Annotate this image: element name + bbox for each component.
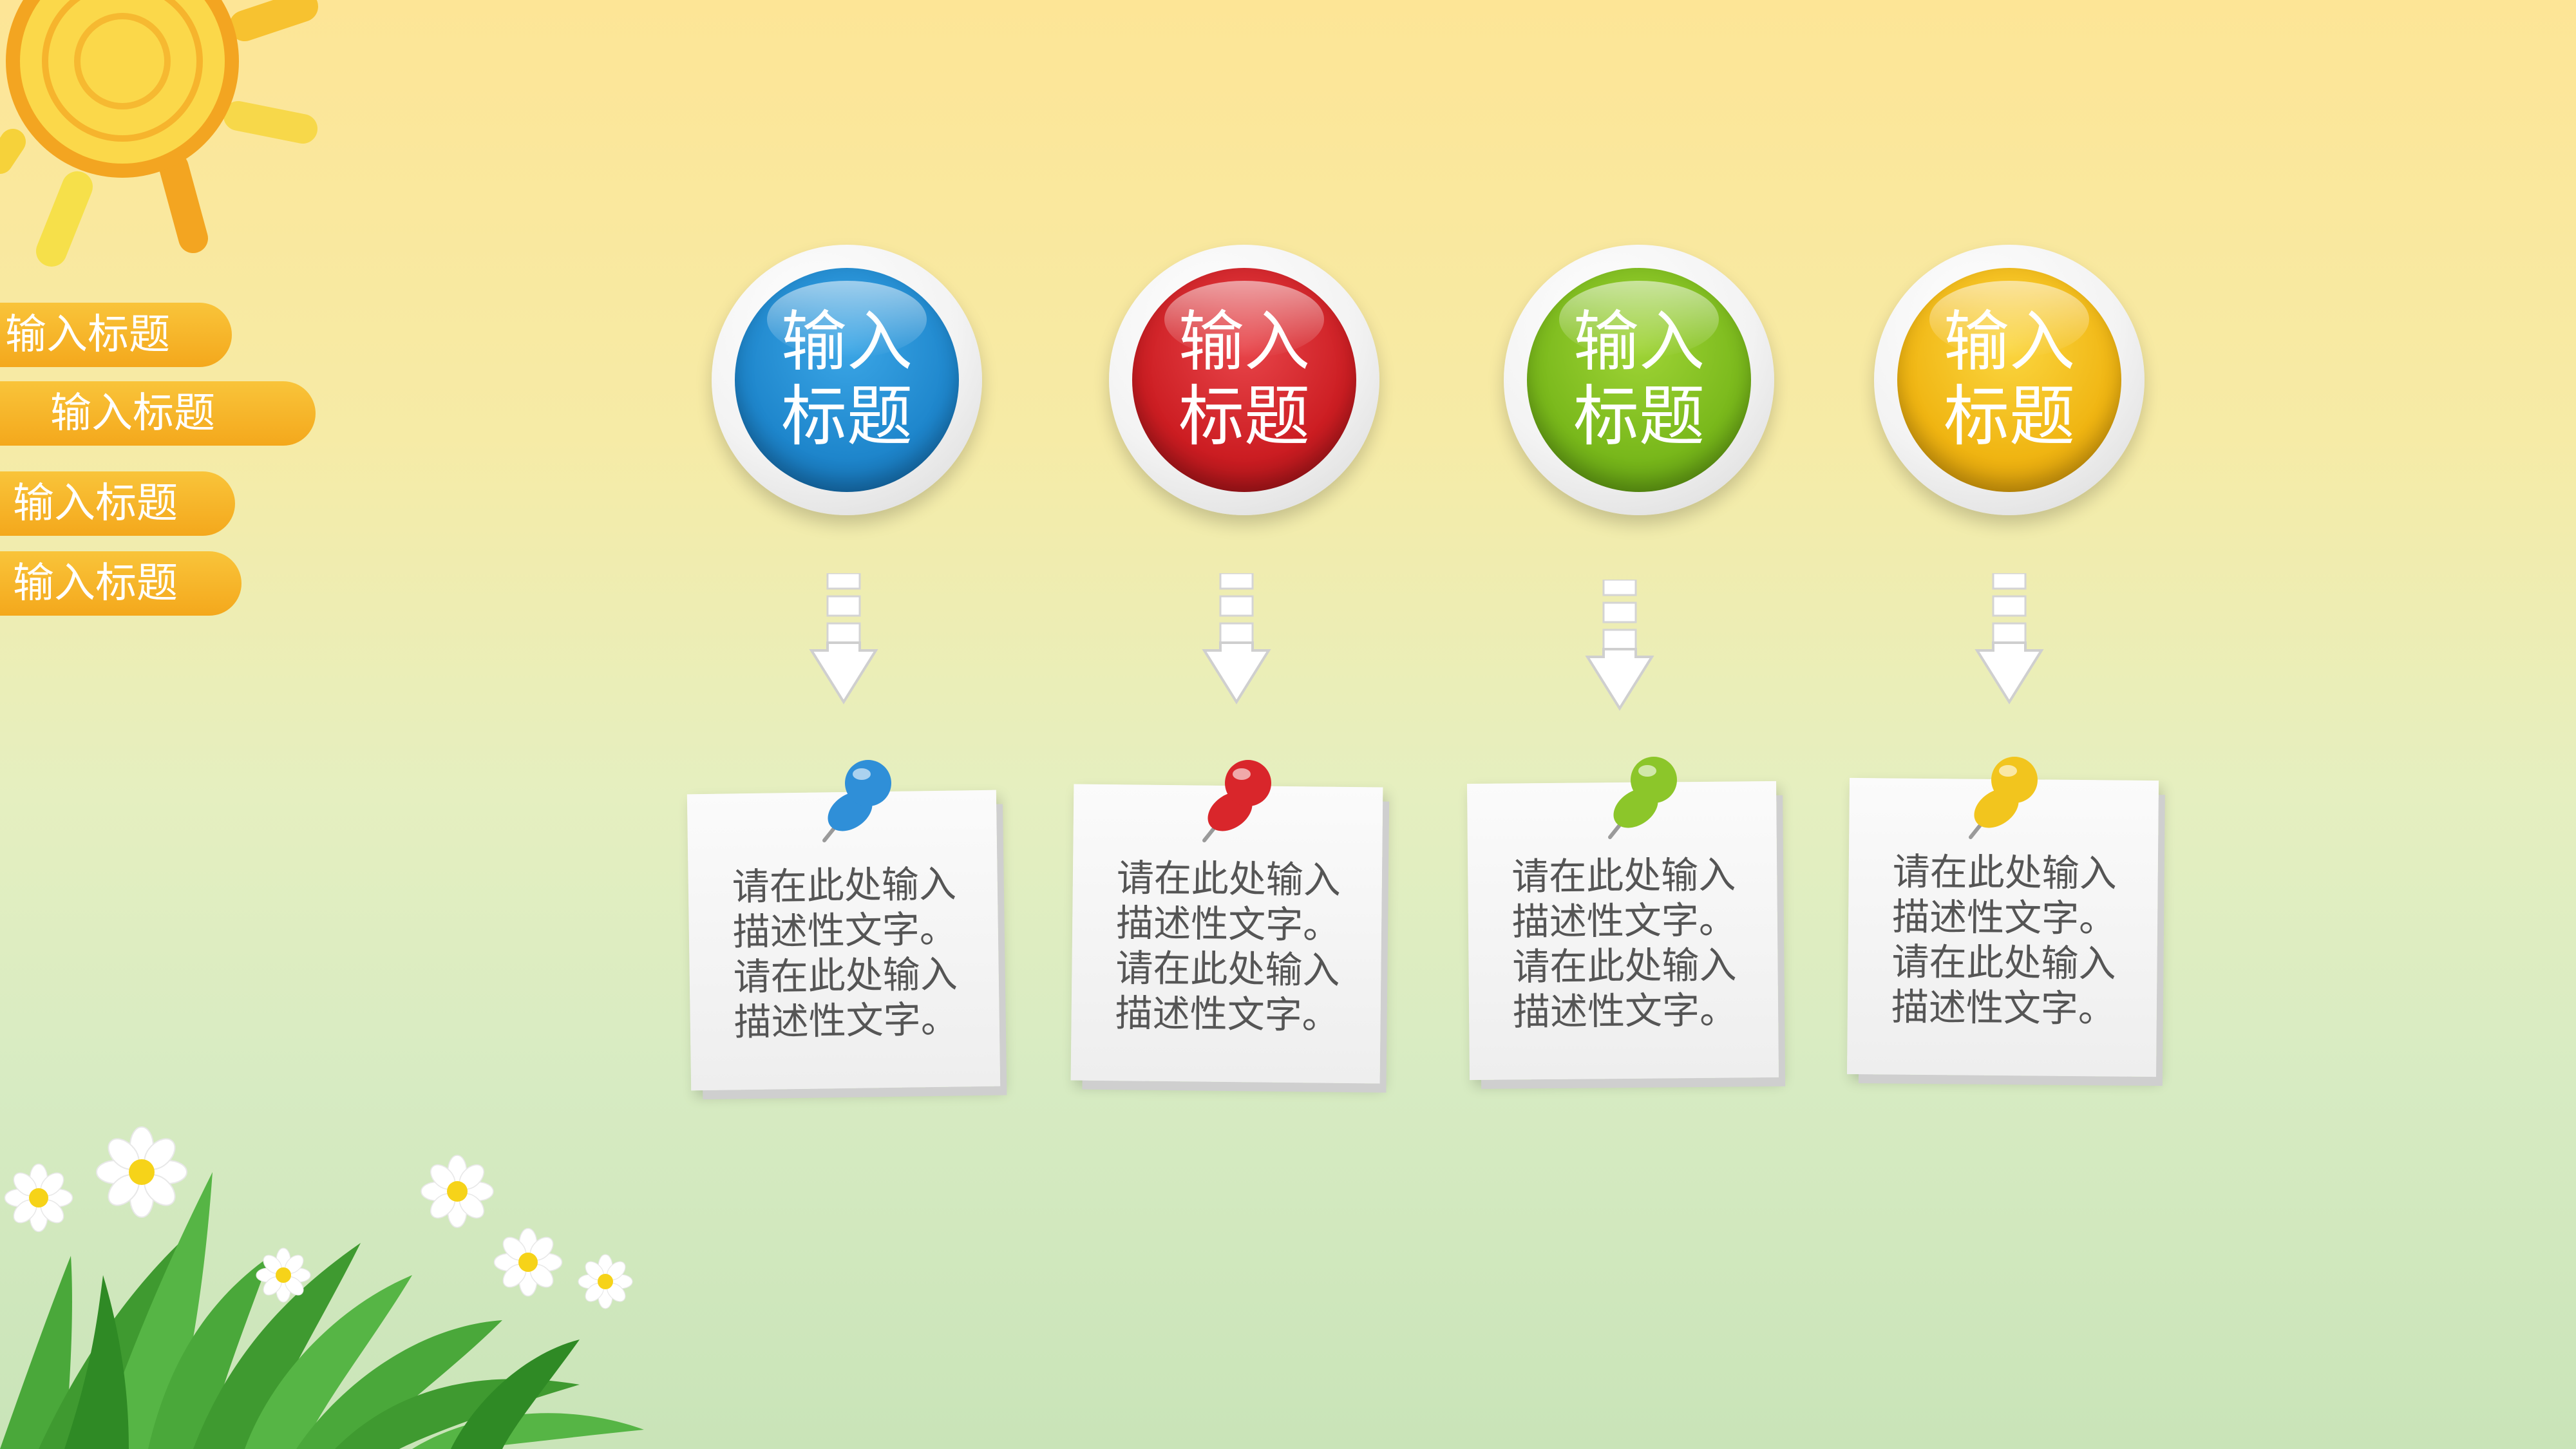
pushpin-icon bbox=[1608, 757, 1677, 839]
step-3-title-line1: 输入 bbox=[1573, 304, 1705, 381]
step-4-text-line1: 请在此处输入 bbox=[1892, 849, 2117, 896]
sidebar-item-1[interactable]: 输入标题 bbox=[0, 303, 232, 367]
daisy-flower-icon bbox=[4, 1126, 633, 1309]
step-2-text-line2: 描述性文字。 bbox=[1115, 901, 1341, 947]
sidebar-item-label: 输入标题 bbox=[50, 390, 215, 437]
step-3-text-line2: 描述性文字。 bbox=[1511, 898, 1737, 944]
grass-icon bbox=[0, 1126, 644, 1449]
pushpin-icon bbox=[1969, 757, 2038, 839]
step-1-title-line2: 标题 bbox=[781, 379, 913, 455]
step-2-title-line1: 输入 bbox=[1179, 304, 1310, 381]
pushpin-icon bbox=[1202, 760, 1271, 842]
step-1-title-circle: 输入 标题 bbox=[712, 245, 982, 515]
step-4-title-circle: 输入 标题 bbox=[1874, 245, 2145, 515]
step-3-title-circle: 输入 标题 bbox=[1504, 245, 1774, 515]
sun-icon bbox=[0, 0, 318, 267]
arrow-down-icon bbox=[1202, 573, 1271, 705]
step-4-text-line2: 描述性文字。 bbox=[1891, 895, 2117, 941]
sidebar-item-3[interactable]: 输入标题 bbox=[0, 471, 235, 536]
step-1-text-line2: 描述性文字。 bbox=[732, 907, 958, 954]
arrow-down-icon bbox=[809, 573, 878, 705]
arrow-down-icon bbox=[1975, 573, 2044, 705]
step-2-text-line4: 描述性文字。 bbox=[1115, 991, 1340, 1037]
step-2-title-circle: 输入 标题 bbox=[1109, 245, 1379, 515]
sidebar-item-label: 输入标题 bbox=[13, 560, 178, 607]
step-1-text-line1: 请在此处输入 bbox=[732, 862, 957, 909]
arrow-down-icon bbox=[1585, 580, 1654, 711]
sidebar-item-2[interactable]: 输入标题 bbox=[0, 381, 316, 446]
sidebar-item-label: 输入标题 bbox=[5, 311, 170, 359]
step-4-text-line3: 请在此处输入 bbox=[1891, 940, 2116, 986]
step-3-text-line1: 请在此处输入 bbox=[1511, 853, 1736, 899]
step-4-title-line1: 输入 bbox=[1944, 304, 2075, 381]
step-3-text-line3: 请在此处输入 bbox=[1512, 943, 1737, 989]
step-2-text-line3: 请在此处输入 bbox=[1115, 946, 1340, 992]
sidebar-item-label: 输入标题 bbox=[13, 480, 178, 527]
step-1-text-line4: 描述性文字。 bbox=[734, 997, 959, 1045]
step-4-text-line4: 描述性文字。 bbox=[1891, 985, 2116, 1031]
sidebar-item-4[interactable]: 输入标题 bbox=[0, 551, 242, 616]
step-2-title-line2: 标题 bbox=[1179, 379, 1310, 455]
pushpin-icon bbox=[822, 760, 891, 842]
step-3-text-line4: 描述性文字。 bbox=[1512, 988, 1738, 1034]
step-1-title-line1: 输入 bbox=[781, 304, 913, 381]
step-1-text-line3: 请在此处输入 bbox=[733, 952, 958, 999]
step-2-text-line1: 请在此处输入 bbox=[1116, 856, 1341, 902]
step-4-title-line2: 标题 bbox=[1944, 379, 2075, 455]
step-3-title-line2: 标题 bbox=[1573, 379, 1705, 455]
